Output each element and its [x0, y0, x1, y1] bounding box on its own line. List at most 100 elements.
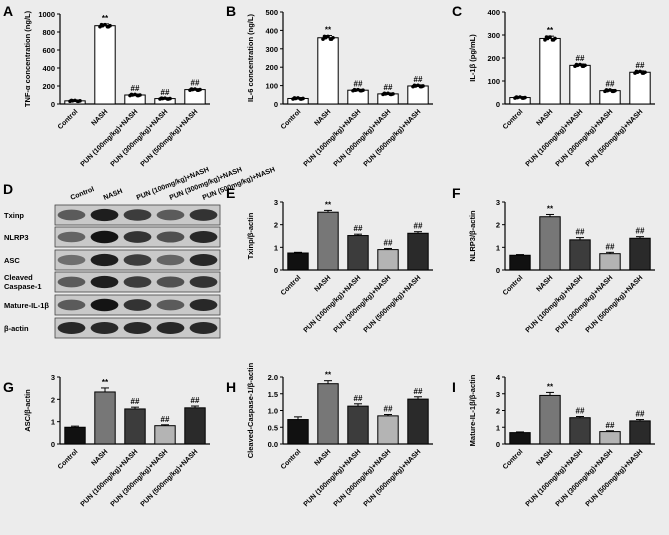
data-point	[548, 35, 552, 39]
blot-row-label: NLRP3	[4, 233, 29, 242]
blot-rows: Txinp NLRP3 ASC Cleaved Caspase-1 Mature-IL-1…	[4, 204, 221, 339]
bar	[94, 391, 116, 445]
blot-row-label: Txinp	[4, 211, 24, 220]
blot-band	[189, 254, 218, 266]
y-tick-label: 3	[496, 198, 500, 207]
significance-label: ##	[414, 75, 423, 84]
blot-band	[123, 322, 152, 334]
significance-label: **	[547, 204, 554, 213]
bar	[124, 94, 146, 105]
bar	[599, 90, 621, 105]
panel-letter-G: G	[3, 379, 14, 395]
y-axis-label: IL-6 concentration (ng/L)	[246, 14, 255, 102]
bar	[64, 426, 86, 445]
y-tick-label: 2	[51, 395, 55, 404]
y-tick-label: 300	[265, 45, 278, 54]
y-tick-label: 0	[496, 100, 500, 109]
panel-letter-D: D	[3, 181, 13, 197]
blot-band	[90, 230, 119, 244]
blot-row-label: Cleaved Caspase-1	[4, 273, 42, 291]
y-tick-label: 1000	[38, 10, 55, 19]
blot-band	[57, 299, 86, 311]
blot-band	[90, 298, 119, 312]
bar	[347, 89, 369, 105]
y-tick-label: 1	[274, 243, 278, 252]
y-tick-label: 600	[42, 46, 55, 55]
data-point	[106, 24, 111, 29]
y-tick-label: 0	[274, 266, 278, 275]
bar	[377, 415, 399, 445]
bar	[599, 253, 621, 271]
data-point	[604, 88, 609, 92]
blot-band	[156, 322, 185, 334]
significance-label: **	[102, 14, 109, 23]
significance-label: **	[547, 382, 554, 391]
significance-label: ##	[606, 242, 615, 251]
y-tick-label: 1	[496, 243, 500, 252]
y-tick-label: 4	[496, 373, 501, 382]
y-tick-label: 400	[487, 8, 500, 17]
data-point	[382, 91, 387, 96]
y-tick-label: 400	[265, 26, 278, 35]
data-point	[69, 98, 74, 103]
data-point	[634, 69, 639, 74]
significance-label: ##	[354, 79, 363, 88]
blot-row-label: β-actin	[4, 324, 29, 333]
data-point	[299, 97, 304, 101]
bar	[539, 37, 561, 105]
data-point	[412, 83, 417, 88]
y-tick-label: 400	[42, 64, 55, 73]
y-tick-label: 800	[42, 28, 55, 37]
y-axis-label: Txinp/β-actin	[246, 212, 255, 259]
bar	[569, 239, 591, 271]
data-point	[389, 92, 394, 97]
significance-label: ##	[576, 228, 585, 237]
bar	[154, 425, 176, 445]
y-tick-label: 1	[51, 418, 55, 427]
panel-letter-I: I	[452, 379, 456, 395]
data-point	[189, 87, 194, 91]
significance-label: ##	[414, 387, 423, 396]
significance-label: ##	[636, 410, 645, 419]
data-point	[359, 88, 364, 93]
y-axis-label: TNF-α concentration (ng/L)	[23, 10, 32, 107]
y-tick-label: 1	[496, 423, 500, 432]
bar	[184, 89, 206, 105]
data-point	[581, 64, 586, 68]
bar	[407, 398, 429, 445]
y-axis-label: Cleaved-Caspase-1/β-actin	[246, 362, 255, 458]
bar	[377, 93, 399, 105]
bar	[509, 254, 531, 271]
blot-band	[123, 231, 152, 243]
significance-label: **	[325, 26, 332, 35]
panel-letter-H: H	[226, 379, 236, 395]
data-point	[292, 96, 297, 100]
data-point	[159, 96, 164, 100]
blot-band	[156, 231, 185, 243]
blot-band	[156, 254, 185, 266]
significance-label: ##	[354, 224, 363, 233]
y-tick-label: 200	[265, 63, 278, 72]
y-tick-label: 2	[496, 407, 500, 416]
significance-label: ##	[636, 61, 645, 70]
y-tick-label: 3	[274, 198, 278, 207]
significance-label: ##	[384, 238, 393, 247]
data-point	[326, 34, 330, 39]
data-point	[196, 88, 201, 92]
bar	[509, 432, 531, 445]
data-point	[322, 34, 327, 39]
bar	[539, 216, 561, 271]
y-axis-label: ASC/β-actin	[23, 389, 32, 432]
bar	[317, 211, 339, 271]
data-point	[129, 92, 134, 97]
data-point	[419, 84, 424, 89]
bar	[317, 37, 339, 105]
bar	[184, 407, 206, 445]
data-point	[544, 35, 549, 39]
bar	[287, 419, 309, 445]
y-tick-label: 300	[487, 31, 500, 40]
significance-label: ##	[606, 421, 615, 430]
panel-letter-E: E	[226, 185, 235, 201]
y-tick-label: 2	[496, 221, 500, 230]
